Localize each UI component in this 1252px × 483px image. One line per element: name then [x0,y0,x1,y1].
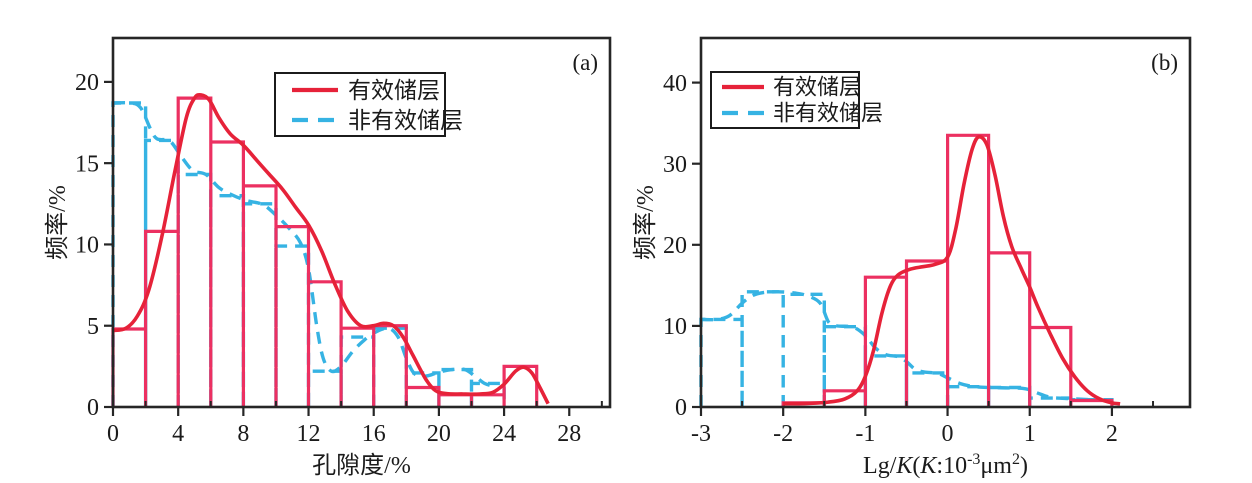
legend-label: 非有效储层 [348,108,463,133]
legend-box [274,72,446,137]
y-tick-label: 0 [675,395,687,421]
y-tick-label: 20 [75,70,99,96]
non-effective-histogram [699,290,1117,407]
panel-a-chart: 0 4 8 12 16 20 24 28 0 5 10 15 20 孔隙度/% 频率/% (a) 有效储层非有效… [44,36,612,479]
y-tick-label: 0 [87,395,99,421]
effective-histogram [781,133,1121,407]
x-tick-label: 28 [557,421,581,447]
x-tick-label: 0 [942,421,954,447]
x-tick-label: 12 [297,421,321,447]
legend-label: 非有效储层 [773,101,883,126]
x-tick-label: 8 [237,421,249,447]
panel-label: (b) [1151,50,1178,75]
non-effective-curve [112,100,494,388]
legend-label: 有效储层 [773,75,861,100]
effective-histogram [111,92,550,407]
axes: 0 4 8 12 16 20 24 28 0 5 10 15 20 [75,70,603,447]
legend-box [710,71,860,129]
y-axis-label: 频率/% [44,185,71,260]
y-tick-label: 10 [663,314,687,340]
y-tick-label: 30 [663,152,687,178]
x-tick-label: 16 [362,421,386,447]
x-tick-label: 2 [1106,421,1118,447]
y-tick-label: 15 [75,151,99,177]
x-axis-label: 孔隙度/% [312,452,411,479]
y-tick-label: 10 [75,233,99,259]
effective-bars [781,133,1114,407]
x-tick-label: 1 [1024,421,1036,447]
x-tick-label: 0 [107,421,119,447]
x-tick-label: -2 [773,421,793,447]
effective-curve [112,92,550,405]
x-tick-label: 24 [492,421,516,447]
panel-b-chart: -3 -2 -1 0 1 2010203040Lg/K(K:10-3μm2)频率/%(b)… [632,36,1192,479]
y-axis-label: 频率/% [632,185,659,260]
plot-border [699,36,1192,409]
y-tick-label: 20 [663,233,687,259]
panel-label: (a) [572,50,598,75]
x-tick-label: 4 [172,421,184,447]
legend-label: 有效储层 [348,78,440,103]
x-tick-label: 20 [427,421,451,447]
plot-border [111,36,612,409]
x-axis-label: Lg/K(K:10-3μm2) [863,451,1028,479]
effective-curve [783,134,1121,406]
x-tick-label: -3 [691,421,711,447]
non-effective-curve [700,290,1117,403]
y-tick-label: 5 [87,314,99,340]
y-tick-label: 40 [663,71,687,97]
x-tick-label: -1 [855,421,875,447]
